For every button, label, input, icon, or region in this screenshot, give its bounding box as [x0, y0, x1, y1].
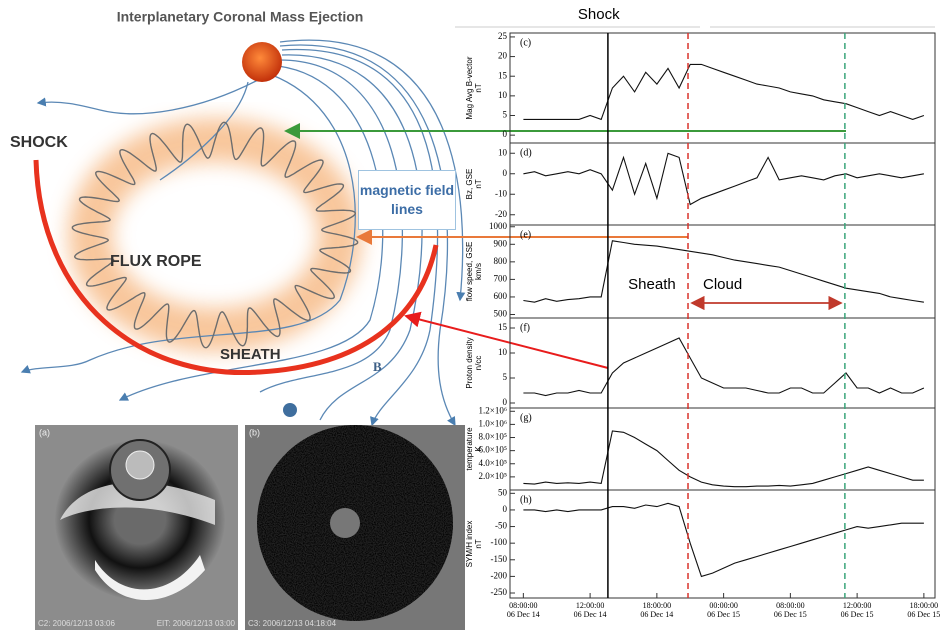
y-axis-unit: nT [474, 83, 483, 92]
data-line [523, 503, 924, 576]
y-tick-label: 2.0×10⁵ [479, 471, 507, 481]
y-tick-label: 1000 [489, 221, 508, 231]
diagram-title: Interplanetary Coronal Mass Ejection [117, 9, 364, 25]
image-caption: C3: 2006/12/13 04:18:04 [248, 619, 337, 628]
y-axis-label: flow speed, GSE [465, 242, 474, 302]
y-axis-label: Bz, GSE [465, 169, 474, 200]
panel-label: (d) [520, 147, 532, 158]
data-line [523, 64, 924, 119]
y-axis-label: temperature [465, 427, 474, 471]
coronagraph-images [35, 425, 465, 630]
shock-annotation: Shock [578, 6, 620, 23]
sheath-annotation: Sheath [628, 276, 676, 293]
y-tick-label: 5 [503, 110, 508, 120]
y-tick-label: 25 [498, 31, 508, 41]
panel-frame [510, 33, 935, 143]
y-tick-label: -10 [495, 188, 507, 198]
panel-label: (f) [520, 322, 530, 333]
y-axis-unit: nT [474, 539, 483, 548]
y-tick-label: -200 [491, 570, 508, 580]
panel-label: (h) [520, 494, 532, 505]
panel-frame [510, 143, 935, 225]
image-caption: C2: 2006/12/13 03:06 [38, 619, 116, 628]
y-axis-unit: nT [474, 179, 483, 188]
y-tick-label: 10 [498, 147, 508, 157]
data-line [523, 431, 924, 487]
image-label: (b) [249, 427, 260, 437]
panel-frame [510, 408, 935, 490]
panel-label: (g) [520, 412, 532, 423]
panel-frame [510, 318, 935, 408]
y-tick-label: 900 [494, 238, 508, 248]
y-tick-label: 20 [498, 51, 508, 61]
y-tick-label: 8.0×10⁵ [479, 432, 507, 442]
earth [283, 403, 297, 417]
y-tick-label: 10 [498, 90, 508, 100]
y-axis-unit: km/s [474, 263, 483, 280]
y-tick-label: 700 [494, 273, 508, 283]
y-axis-label: SYM/H index [465, 521, 474, 568]
arrow-shock [406, 316, 608, 368]
y-tick-label: 50 [498, 487, 508, 497]
b-label: B [373, 359, 382, 374]
y-axis-unit: n/cc [474, 356, 483, 371]
y-tick-label: -50 [495, 521, 507, 531]
y-tick-label: 0 [503, 504, 508, 514]
y-tick-label: 5 [503, 372, 508, 382]
y-tick-label: 600 [494, 291, 508, 301]
y-tick-label: -250 [491, 587, 508, 597]
page: {"diagram": {"title": "Interplanetary Co… [0, 0, 940, 630]
y-tick-label: 10 [498, 347, 508, 357]
y-tick-label: 1.0×10⁶ [479, 418, 507, 428]
sun [242, 42, 282, 82]
y-tick-label: -150 [491, 554, 508, 564]
y-tick-label: 0 [503, 168, 508, 178]
panel-label: (c) [520, 37, 531, 48]
field-lines-label: magnetic field lines [358, 170, 456, 230]
data-line [523, 153, 924, 204]
data-line [523, 241, 924, 302]
y-tick-label: 500 [494, 309, 508, 319]
y-axis-label: Mag Avg B-vector [465, 56, 474, 119]
image-caption: EIT: 2006/12/13 03:00 [157, 619, 236, 628]
y-tick-label: 15 [498, 70, 508, 80]
y-tick-label: 15 [498, 322, 508, 332]
panel-frame [510, 490, 935, 598]
y-tick-label: -20 [495, 209, 507, 219]
image-label: (a) [39, 427, 50, 437]
flux-rope-label: FLUX ROPE [110, 253, 202, 270]
data-line [523, 338, 924, 396]
y-tick-label: -100 [491, 537, 508, 547]
panel-frame [510, 225, 935, 318]
shock-label: SHOCK [10, 134, 68, 151]
figure: Interplanetary Coronal Mass Ejection SHO… [0, 0, 940, 630]
y-tick-label: 1.2×10⁶ [479, 405, 507, 415]
panel-label: (e) [520, 229, 531, 240]
cloud-annotation: Cloud [703, 276, 742, 293]
sheath-label: SHEATH [220, 346, 281, 363]
y-axis-label: Proton density [465, 337, 474, 388]
y-axis-unit: K [474, 446, 483, 452]
y-tick-label: 4.0×10⁵ [479, 458, 507, 468]
y-tick-label: 0 [503, 129, 508, 139]
y-tick-label: 800 [494, 256, 508, 266]
